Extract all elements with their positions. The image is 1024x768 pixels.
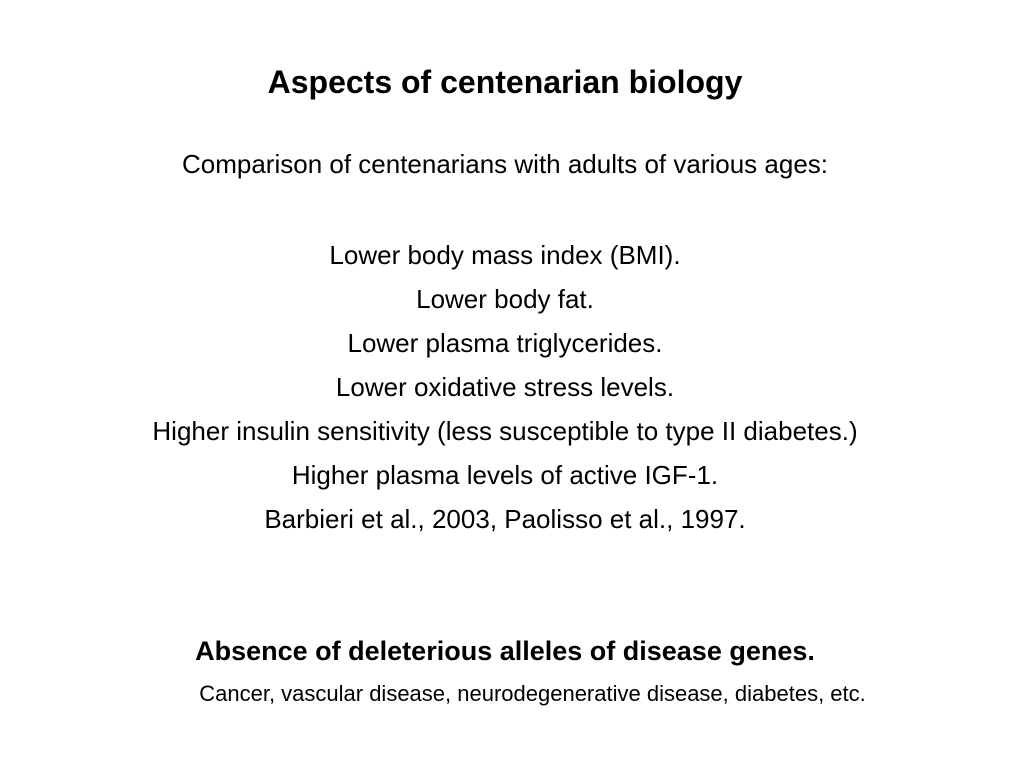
finding: Lower oxidative stress levels. [335,372,675,402]
finding: Lower body mass index (BMI). [329,240,681,270]
citation: Barbieri et al., 2003, Paolisso et al., … [264,504,746,534]
subtitle: Comparison of centenarians with adults o… [181,149,828,179]
slide-title: Aspects of centenarian biology [267,64,743,100]
finding: Lower plasma triglycerides. [347,328,663,358]
detail-text: Cancer, vascular disease, neurodegenerat… [199,681,866,706]
finding: Higher plasma levels of active IGF-1. [291,460,719,490]
finding: Higher insulin sensitivity (less suscept… [152,416,858,446]
findings-list: Lower body mass index (BMI). Lower body f… [110,238,900,546]
finding: Lower body fat. [416,284,594,314]
section-heading: Absence of deleterious alleles of diseas… [195,636,815,666]
